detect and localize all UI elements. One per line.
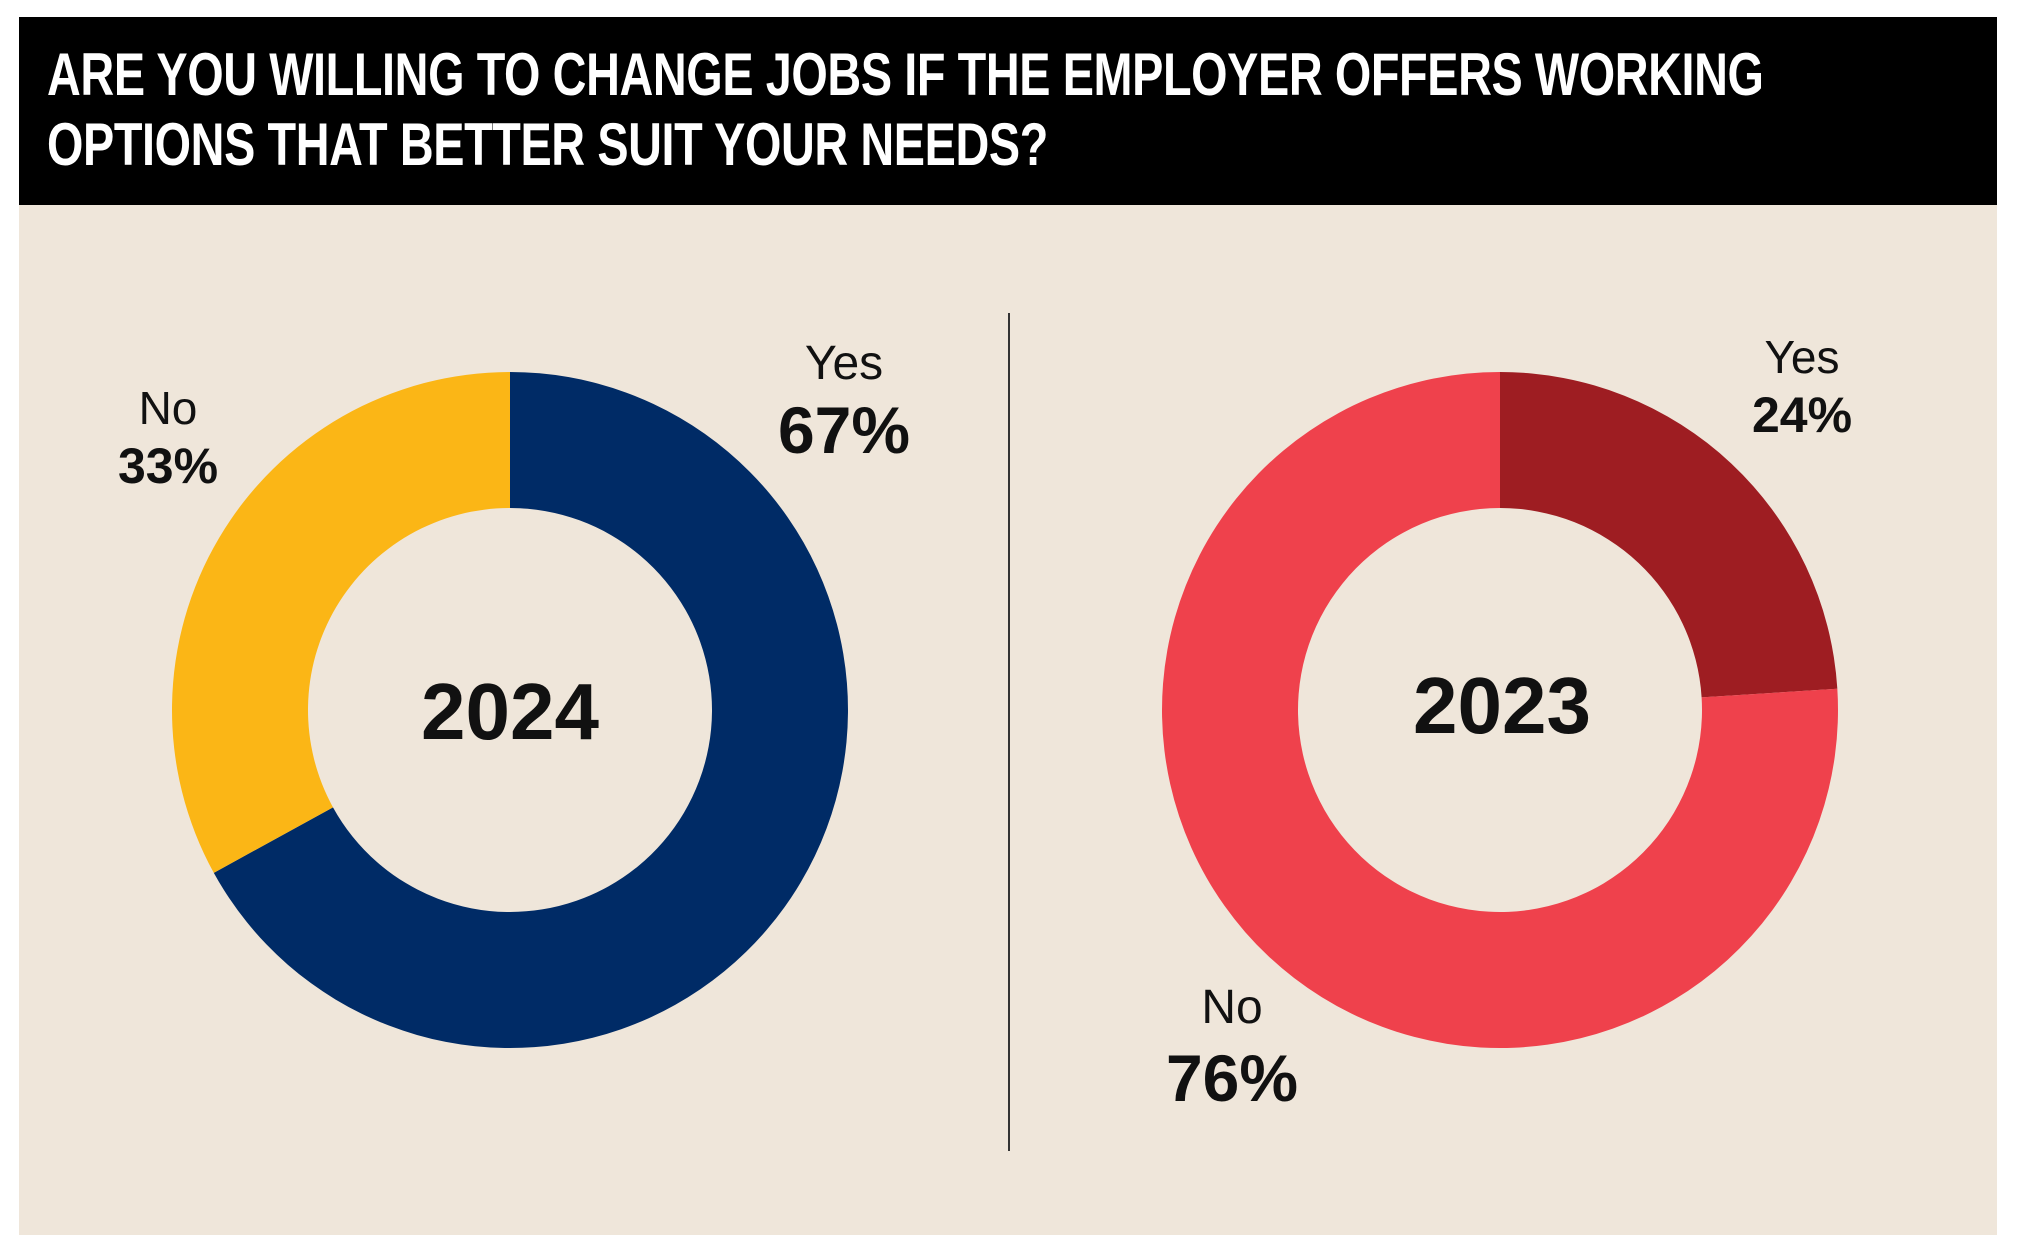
label-2024-yes-pct: 67% <box>777 393 911 467</box>
label-2024-yes: Yes 67% <box>778 336 910 468</box>
slice-2024-no <box>171 372 511 873</box>
center-label-2024: 2024 <box>421 667 599 756</box>
title-banner <box>19 17 1997 205</box>
slice-2024-yes <box>213 372 848 1048</box>
label-2023-no-cat: No <box>1201 981 1263 1034</box>
slice-2023-yes <box>1500 372 1838 698</box>
slice-2023-no <box>1162 372 1838 1048</box>
label-2023-yes-pct: 24% <box>1751 387 1853 443</box>
label-2024-no-pct: 33% <box>117 438 219 494</box>
chart-title: ARE YOU WILLING TO CHANGE JOBS IF THE EM… <box>47 40 1764 180</box>
title-line-2: OPTIONS THAT BETTER SUIT YOUR NEEDS? <box>47 111 1048 178</box>
label-2023-no: No 76% <box>1166 978 1298 1118</box>
center-label-2023: 2023 <box>1413 661 1591 750</box>
label-2024-no-cat: No <box>138 382 198 434</box>
divider <box>1008 313 1010 1151</box>
label-2024-yes-cat: Yes <box>804 337 884 390</box>
title-line-1: ARE YOU WILLING TO CHANGE JOBS IF THE EM… <box>47 41 1764 108</box>
label-2023-no-pct: 76% <box>1165 1041 1299 1115</box>
label-2023-yes-cat: Yes <box>1764 331 1840 383</box>
label-2023-yes: Yes 24% <box>1752 328 1852 444</box>
label-2024-no: No 33% <box>118 379 218 495</box>
